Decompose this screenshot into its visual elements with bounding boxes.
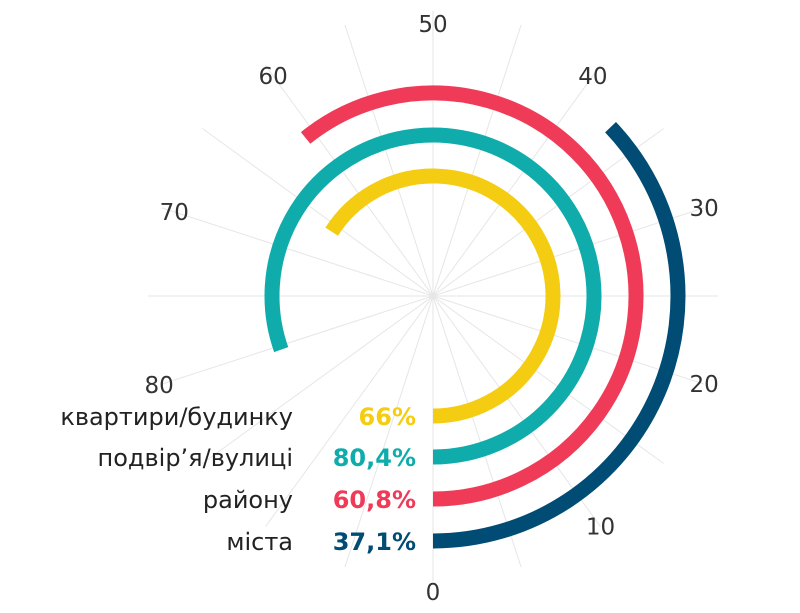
tick-label-40: 40 (578, 64, 607, 90)
tick-label-50: 50 (418, 12, 447, 38)
value-label-0: 66% (359, 403, 416, 431)
gridline-9 (344, 24, 522, 568)
category-labels: квартири/будинку подвір’я/вулиці району … (60, 403, 416, 556)
bar-arcs (264, 85, 686, 549)
bar-arc-3 (432, 122, 686, 549)
tick-label-20: 20 (689, 372, 718, 398)
value-label-3: 37,1% (333, 528, 416, 556)
category-label-3: міста (226, 528, 293, 556)
bar-arc-1 (264, 127, 602, 465)
tick-label-10: 10 (586, 515, 615, 541)
value-label-1: 80,4% (333, 444, 416, 472)
radial-gridlines (148, 11, 718, 581)
value-label-2: 60,8% (333, 486, 416, 514)
tick-labels: 0 10 20 30 40 50 60 70 80 (144, 12, 718, 606)
category-label-2: району (203, 486, 293, 514)
category-label-0: квартири/будинку (60, 403, 293, 431)
bar-arc-0 (325, 168, 561, 424)
tick-label-0: 0 (426, 580, 441, 606)
tick-label-60: 60 (258, 64, 287, 90)
tick-label-30: 30 (689, 196, 718, 222)
category-label-1: подвір’я/вулиці (98, 444, 293, 472)
tick-label-70: 70 (160, 200, 189, 226)
bar-arc-2 (300, 85, 644, 507)
tick-label-80: 80 (144, 373, 173, 399)
